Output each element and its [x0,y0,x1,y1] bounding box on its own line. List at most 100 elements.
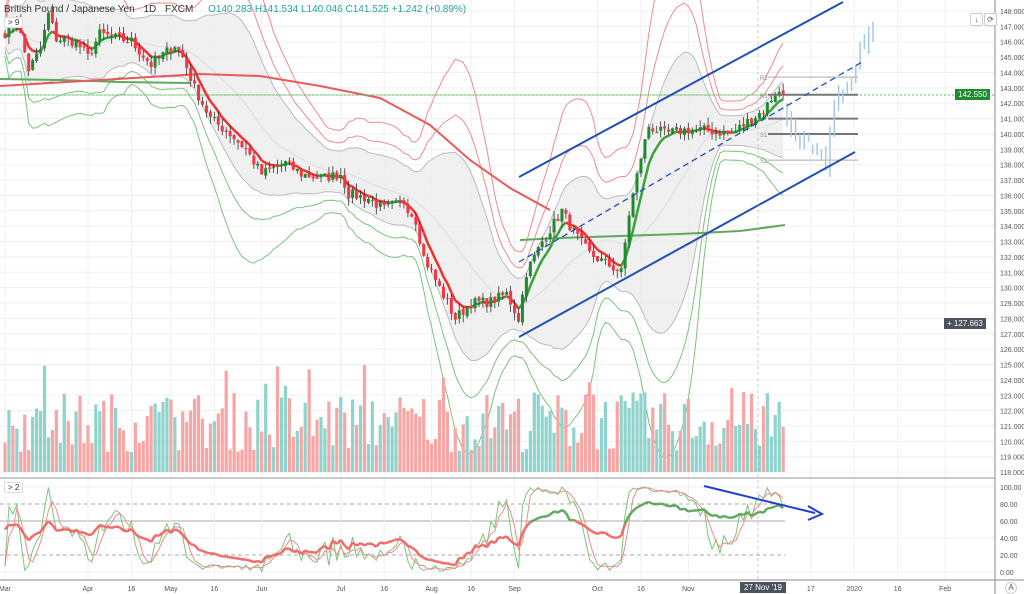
ohlc-values: O140.283 H141.534 L140.046 C141.525 +1.2… [208,4,467,15]
candle-body [327,172,331,181]
candle [31,58,35,71]
candle-body [702,125,706,128]
auto-scale-button[interactable]: A [1005,582,1017,594]
rsi-segment [158,531,164,537]
rsi-segment [668,504,673,508]
volume-bar [485,395,489,472]
ma-short-segment [348,184,353,188]
axes[interactable]: 148.000 147.000 146.000 145.000 144.000 143.0… [0,9,1024,593]
candle-body [631,193,635,217]
ma-short-segment [762,112,769,120]
ma-short-segment [368,194,373,199]
candle [426,253,430,271]
rsi-segment [683,507,690,513]
candle-body [445,297,449,299]
volume-bar [252,449,256,472]
candle [655,125,659,134]
rsi-segment [123,529,128,533]
volume-bar [153,403,157,472]
rsi-segment [4,523,10,531]
ma-short-segment [778,98,784,103]
ma-short-segment [103,36,109,41]
symbol-name[interactable]: British Pound / Japanese Yen [4,4,135,15]
candle [54,17,58,43]
rsi-segment [245,558,251,562]
rsi-segment [47,520,54,526]
candle-body [165,47,169,54]
rsi-segment [470,545,477,554]
volume-bar [117,427,122,472]
candle [659,121,663,138]
indicators-toggle-osc[interactable]: > 2 [4,482,24,493]
volume-bar [520,451,525,472]
ma-short-segment [556,225,564,235]
price-tick-label: 118.000 [1000,470,1024,477]
envelope-upper-red [4,0,784,253]
rsi-segment [660,502,665,506]
candle [671,127,675,134]
candle [781,83,785,100]
rsi-segment [525,521,532,528]
candle-body [635,173,639,193]
ma-short-segment [430,250,437,261]
candle-body [422,244,426,256]
rsi-segment [664,503,670,508]
rsi-segment [435,560,440,564]
candle-body [335,172,339,180]
candle [248,145,252,156]
osc-tick-label: 60.00 [1000,519,1018,526]
volume-bar [102,400,106,472]
ma-short-segment [189,63,196,71]
candle-body [686,127,690,134]
crosshair-date-label: 27 Nov '19 [740,582,786,593]
volume-bar [619,395,623,472]
ma-short-segment [197,78,204,88]
candle-body [761,113,765,115]
candle-body [694,129,698,131]
volume-bar [268,434,272,472]
candle-body [698,127,702,130]
rsi-segment [90,528,97,536]
ma-short-segment [426,242,433,252]
candle [588,238,592,254]
price-tick-label: 137.000 [1000,178,1024,185]
rsi-segment [399,538,405,543]
candle-body [544,240,548,242]
candle-body [137,47,141,55]
candle [505,288,509,295]
indicators-toggle-main[interactable]: > 9 [4,17,24,28]
candle [359,190,362,204]
volume-bar [248,427,252,472]
interval[interactable]: 1D [143,4,157,15]
candle-body [386,203,390,205]
rsi-segment [83,531,89,536]
rsi-segment [327,539,334,550]
candle-body [66,37,70,39]
rsi-segment [537,515,543,520]
candle-body [489,297,493,307]
rsi-segment [383,541,389,545]
candle [39,41,43,57]
candle [27,53,31,76]
rsi-segment [71,528,77,534]
volume-bar [611,448,615,472]
volume-bar [319,417,323,472]
volume-bar [114,407,118,472]
osc-tick-label: 80.00 [1000,502,1018,509]
candle-body [501,292,505,296]
candle-body [497,292,501,302]
reset-icon[interactable]: ⟳ [984,13,997,26]
candle-body [153,56,157,68]
ma-short-segment [442,276,449,285]
rsi-segment [564,512,571,521]
rsi-segment [217,553,223,558]
ma-short-segment [695,128,701,132]
download-icon[interactable]: ↓ [970,13,983,26]
candle-body [54,21,58,42]
ma-short-segment [715,129,721,134]
plus-icon[interactable]: + [947,319,952,328]
candle [449,294,453,321]
volume-bar [528,430,532,472]
price-tick-label: 147.000 [1000,24,1024,31]
